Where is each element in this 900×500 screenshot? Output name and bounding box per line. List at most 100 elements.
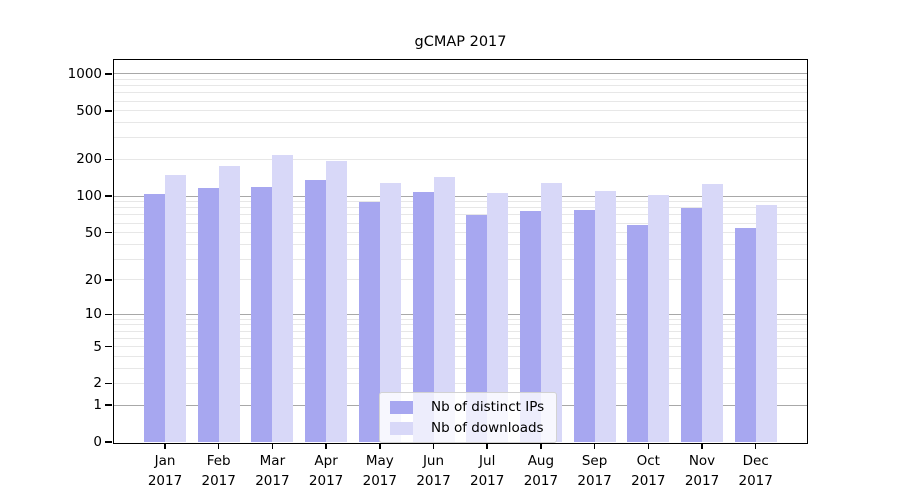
bar-oct-downloads xyxy=(648,195,670,442)
gridline-100 xyxy=(114,195,807,197)
x-tick-label-oct: Oct 2017 xyxy=(631,453,666,489)
bar-sep-distinct-ips xyxy=(573,209,595,442)
legend-label-downloads: Nb of downloads xyxy=(431,420,544,436)
bar-apr-distinct-ips xyxy=(305,180,327,442)
x-tick-label-aug: Aug 2017 xyxy=(523,453,559,489)
gridline-70 xyxy=(114,214,807,216)
gridline-200 xyxy=(114,158,807,160)
gridline-60 xyxy=(114,222,807,224)
x-tick-label-jun: Jun 2017 xyxy=(416,453,451,489)
bar-jul-distinct-ips xyxy=(466,214,488,442)
legend-swatch-distinct-ips xyxy=(390,400,413,414)
gridline-90 xyxy=(114,201,807,203)
x-tick-feb xyxy=(217,443,220,449)
legend-item-downloads: Nb of downloads xyxy=(390,420,544,436)
legend-label-distinct-ips: Nb of distinct IPs xyxy=(431,399,545,415)
y-tick-label-10: 10 xyxy=(84,306,102,323)
x-tick-label-jul: Jul 2017 xyxy=(470,453,505,489)
x-tick-aug xyxy=(540,443,542,449)
y-tick-label-0: 0 xyxy=(93,434,102,450)
y-tick-20 xyxy=(105,279,112,281)
bar-mar-distinct-ips xyxy=(251,186,273,442)
bar-jan-downloads xyxy=(165,175,186,442)
bar-oct-distinct-ips xyxy=(627,224,649,442)
y-tick-200 xyxy=(105,158,112,161)
legend: Nb of distinct IPs Nb of downloads xyxy=(379,392,558,443)
y-tick-100 xyxy=(105,195,112,197)
gridline-500 xyxy=(114,110,807,112)
x-tick-may xyxy=(379,443,381,449)
y-tick-10 xyxy=(105,313,112,315)
x-tick-apr xyxy=(325,443,327,449)
chart-title: gCMAP 2017 xyxy=(414,34,507,50)
y-tick-label-20: 20 xyxy=(84,271,102,288)
y-tick-label-5: 5 xyxy=(93,338,102,355)
y-tick-1 xyxy=(105,404,112,406)
gridline-6 xyxy=(114,337,807,339)
x-tick-label-feb: Feb 2017 xyxy=(201,453,236,489)
x-tick-label-may: May 2017 xyxy=(362,453,397,489)
x-tick-label-dec: Dec 2017 xyxy=(738,453,773,489)
gridline-8 xyxy=(114,324,807,326)
gridline-50 xyxy=(114,232,807,234)
x-tick-label-sep: Sep 2017 xyxy=(577,453,612,489)
x-tick-label-mar: Mar 2017 xyxy=(255,453,290,489)
bar-aug-downloads xyxy=(540,183,562,442)
bar-dec-downloads xyxy=(755,205,777,442)
y-tick-label-2: 2 xyxy=(93,375,102,392)
bar-jan-distinct-ips xyxy=(144,193,165,442)
bar-aug-distinct-ips xyxy=(519,210,541,442)
y-tick-label-1000: 1000 xyxy=(67,65,102,82)
bar-jun-downloads xyxy=(433,177,455,442)
gridline-7 xyxy=(114,330,807,332)
x-tick-dec xyxy=(754,443,757,449)
bar-feb-distinct-ips xyxy=(197,188,219,442)
gridline-900 xyxy=(114,79,807,81)
bar-may-downloads xyxy=(379,183,401,442)
bar-feb-downloads xyxy=(218,166,240,442)
legend-swatch-downloads xyxy=(390,421,413,435)
x-tick-nov xyxy=(701,443,703,449)
x-tick-oct xyxy=(647,443,650,449)
gridline-400 xyxy=(114,122,807,124)
bar-nov-downloads xyxy=(702,183,723,442)
gridline-9 xyxy=(114,318,807,320)
gridline-300 xyxy=(114,137,807,139)
gridline-800 xyxy=(114,85,807,87)
x-tick-sep xyxy=(593,443,596,449)
y-tick-500 xyxy=(105,110,112,112)
bar-may-distinct-ips xyxy=(358,201,380,442)
gridline-3 xyxy=(114,367,807,369)
gridline-1000 xyxy=(114,73,807,75)
gridline-80 xyxy=(114,207,807,209)
y-tick-label-200: 200 xyxy=(76,151,102,168)
legend-item-distinct-ips: Nb of distinct IPs xyxy=(390,399,544,415)
gridline-10 xyxy=(114,313,807,315)
x-tick-label-jan: Jan 2017 xyxy=(147,453,183,489)
y-tick-1000 xyxy=(105,73,112,75)
bar-jun-distinct-ips xyxy=(412,192,434,442)
y-tick-label-1: 1 xyxy=(93,397,102,414)
x-tick-label-apr: Apr 2017 xyxy=(308,453,344,489)
gridline-40 xyxy=(114,243,807,245)
x-tick-mar xyxy=(271,443,274,449)
bar-jul-downloads xyxy=(487,193,509,442)
y-tick-label-100: 100 xyxy=(76,188,102,205)
x-tick-jul xyxy=(486,443,488,449)
gridline-20 xyxy=(114,279,807,281)
x-tick-label-nov: Nov 2017 xyxy=(684,453,720,489)
bar-mar-downloads xyxy=(272,155,294,442)
x-tick-jun xyxy=(432,443,435,449)
gridline-30 xyxy=(114,258,807,260)
y-tick-50 xyxy=(105,231,112,234)
bar-apr-downloads xyxy=(326,161,348,442)
gridline-4 xyxy=(114,355,807,357)
bar-nov-distinct-ips xyxy=(681,207,702,442)
gridline-600 xyxy=(114,100,807,102)
gridline-700 xyxy=(114,92,807,94)
bar-dec-distinct-ips xyxy=(734,227,756,442)
gridline-5 xyxy=(114,346,807,348)
y-tick-5 xyxy=(105,345,112,348)
y-tick-2 xyxy=(105,382,112,385)
